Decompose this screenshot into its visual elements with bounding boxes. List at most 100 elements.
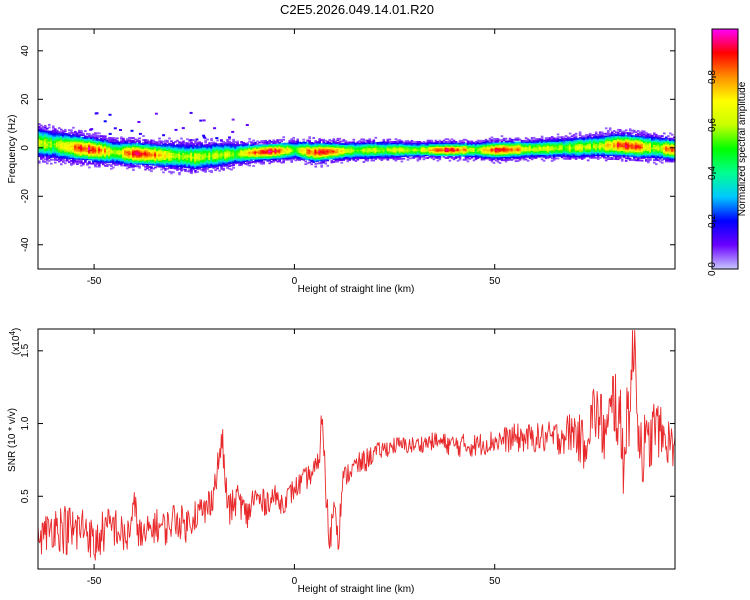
spectrogram-cell (88, 158, 91, 161)
spectrogram-cell (594, 142, 598, 144)
spectrogram-cell (210, 149, 213, 152)
spectrogram-cell (138, 140, 141, 143)
spectrogram-cell (74, 153, 77, 156)
spectrogram-cell (124, 160, 127, 163)
spectrogram-cell (542, 153, 546, 155)
spectrogram-cell (520, 154, 524, 157)
spectrogram-cell (218, 151, 221, 153)
spectrogram-cell (316, 162, 319, 165)
spectrogram-cell (196, 147, 199, 149)
spectrogram-cell (324, 139, 327, 142)
spectrogram-cell (220, 162, 223, 165)
spectrogram-cell (186, 147, 189, 150)
spectrogram-cell (592, 155, 596, 158)
spectrogram-cell (42, 127, 45, 130)
spectrogram-cell (344, 140, 348, 143)
spectrogram-cell (342, 144, 346, 147)
spectrogram-cell (576, 151, 580, 154)
spectrogram-cell (350, 149, 354, 152)
spectrogram-cell (606, 147, 610, 150)
spectrogram-cell (80, 143, 83, 146)
spectrogram-cell (222, 151, 225, 154)
spectrogram-cell (170, 161, 173, 164)
spectrogram-cell (150, 152, 153, 155)
spectrogram-cell (240, 150, 243, 153)
spectrogram-cell (590, 152, 594, 155)
spectrogram-cell (540, 137, 544, 139)
spectrogram-cell (342, 152, 346, 155)
spectrogram-cell (260, 153, 263, 156)
spectrogram-cell (126, 152, 129, 155)
spectrogram-cell (128, 162, 131, 165)
spectrogram-cell (284, 153, 287, 156)
spectrogram-cell (494, 142, 498, 144)
spectrogram-cell (406, 156, 410, 159)
spectrogram-cell (204, 140, 207, 143)
spectrogram-cell (340, 157, 344, 160)
spectrogram-cell (46, 155, 49, 158)
spectrogram-cell (348, 150, 352, 153)
spectrogram-cell (380, 152, 384, 155)
spectrogram-cell (560, 147, 564, 149)
spectrogram-cell (114, 152, 117, 154)
spectrogram-cell (242, 157, 245, 160)
spectrogram-cell (338, 137, 342, 140)
spectrogram-cell (102, 148, 105, 151)
spectrogram-cell (468, 151, 472, 154)
spectrogram-cell (456, 146, 460, 149)
spectrogram-cell (348, 146, 352, 149)
spectrogram-cell (276, 153, 279, 156)
spectrogram-cell (104, 138, 107, 140)
spectrogram-cell (130, 142, 133, 145)
spectrogram-cell (490, 153, 494, 156)
spectrogram-cell (336, 145, 340, 148)
spectrogram-cell (86, 147, 89, 150)
spectrogram-cell (46, 162, 49, 165)
spectrogram-cell (258, 157, 261, 160)
spectrogram-cell (170, 156, 173, 159)
spectrogram-cell (156, 156, 159, 158)
spectrogram-cell (266, 145, 269, 147)
spectrogram-cell (260, 141, 263, 144)
spectrogram-cell (130, 159, 133, 162)
spectrogram-cell (154, 142, 157, 145)
spectrogram-cell (592, 152, 596, 155)
spectrogram-cell (228, 142, 231, 145)
spectrogram-cell (434, 141, 438, 143)
spectrogram-cell (292, 156, 295, 159)
spectrogram-cell (440, 141, 444, 143)
spectrogram-cell (334, 155, 338, 158)
spectrogram-cell (456, 150, 460, 153)
spectrogram-cell (152, 158, 155, 161)
spectrogram-cell (48, 137, 51, 140)
spectrogram-cell (196, 141, 199, 144)
spectrogram-cell (232, 141, 235, 144)
spectrogram-cell (68, 133, 71, 136)
spectrogram-cell (98, 143, 101, 145)
spectrogram-cell (206, 154, 209, 157)
spectrogram-cell (550, 154, 554, 157)
spectrogram-cell (44, 155, 47, 158)
spectrogram-cell (286, 158, 289, 161)
spectrogram-cell (488, 140, 492, 143)
spectrogram-cell (508, 148, 512, 151)
spectrogram-cell (470, 146, 474, 148)
spectrogram-cell (304, 151, 307, 154)
spectrogram-cell (38, 148, 41, 151)
spectrogram-cell (44, 148, 47, 151)
spectrogram-cell (244, 148, 247, 150)
spectrogram-cell (206, 157, 209, 160)
spectrogram-cell (188, 151, 191, 154)
spectrogram-cell (186, 149, 189, 151)
spectrogram-cell (514, 146, 518, 149)
spectrogram-cell (382, 146, 386, 149)
spectrogram-cell (266, 158, 269, 161)
spectrogram-cell (424, 153, 428, 155)
spectrogram-cell (256, 143, 259, 145)
spectrogram-cell (508, 147, 512, 149)
spectrogram-cell (202, 159, 205, 162)
spectrogram-cell (440, 153, 444, 155)
spectrogram-cell (218, 157, 221, 160)
spectrogram-cell (254, 148, 257, 151)
spectrogram-cell (508, 152, 512, 155)
